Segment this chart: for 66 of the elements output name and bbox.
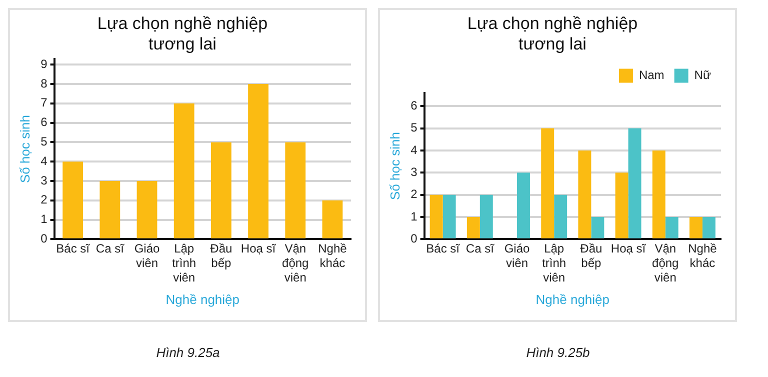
bar bbox=[210, 142, 232, 238]
bar bbox=[591, 217, 604, 238]
x-tick-label: Hoạ sĩ bbox=[240, 242, 276, 256]
x-tick-label: Ca sĩ bbox=[466, 242, 495, 256]
bar bbox=[517, 172, 530, 238]
x-axis-title: Nghề nghiệp bbox=[166, 292, 240, 307]
bar bbox=[702, 217, 716, 238]
bar bbox=[285, 142, 306, 238]
x-tick-label: Lập trình viên bbox=[542, 242, 566, 285]
y-tick-label: 3 bbox=[410, 164, 418, 179]
bar bbox=[430, 194, 443, 238]
legend-label: Nữ bbox=[694, 68, 712, 82]
x-tick-label: Ca sĩ bbox=[96, 242, 125, 256]
y-tick-label: 1 bbox=[40, 212, 48, 226]
bar bbox=[174, 103, 194, 238]
bar bbox=[615, 172, 628, 238]
text: Hình 9.25a bbox=[155, 345, 221, 360]
legend-label: Nam bbox=[638, 68, 664, 82]
x-tick-label: Giáo viên bbox=[134, 242, 160, 270]
x-tick-label: Nghề khác bbox=[318, 242, 348, 270]
x-tick-label: Vận động viên bbox=[652, 242, 679, 285]
x-tick-label: Vận động viên bbox=[282, 242, 309, 285]
x-tick-label: Hoạ sĩ bbox=[610, 242, 646, 256]
y-tick-label: 3 bbox=[40, 173, 48, 188]
y-tick-label: 2 bbox=[40, 192, 48, 207]
bar bbox=[442, 194, 456, 238]
x-tick-label: Nghề khác bbox=[688, 242, 718, 270]
y-tick-label: 7 bbox=[40, 96, 48, 110]
y-tick-label: 6 bbox=[410, 98, 418, 112]
y-tick-label: 5 bbox=[410, 120, 418, 135]
y-tick-label: 2 bbox=[410, 187, 418, 202]
bar bbox=[480, 194, 493, 238]
bar bbox=[554, 194, 568, 238]
x-tick-label: Giáo viên bbox=[504, 242, 530, 270]
x-tick-label: Bác sĩ bbox=[426, 242, 460, 256]
x-tick-label: Đầu bếp bbox=[210, 242, 232, 270]
y-axis-title: Số học sinh bbox=[387, 132, 402, 200]
y-tick-label: 0 bbox=[40, 232, 48, 246]
y-tick-label: 4 bbox=[410, 142, 418, 157]
bar bbox=[652, 150, 666, 238]
y-tick-label: 5 bbox=[40, 134, 48, 149]
bar bbox=[100, 181, 120, 238]
y-tick-label: 9 bbox=[40, 56, 48, 71]
text: Hình 9.25b bbox=[525, 345, 591, 360]
chart-title: Lựa chọn nghề nghiệp tương lai bbox=[467, 14, 638, 54]
x-axis-title: Nghề nghiệp bbox=[536, 292, 610, 307]
x-tick-label: Bác sĩ bbox=[56, 242, 90, 256]
y-axis-title: Số học sinh bbox=[17, 115, 32, 183]
chart-title: Lựa chọn nghề nghiệp tương lai bbox=[97, 14, 268, 54]
bar bbox=[628, 128, 642, 238]
bar bbox=[665, 217, 678, 238]
y-tick-label: 0 bbox=[410, 232, 418, 246]
bar bbox=[578, 150, 592, 238]
bar bbox=[541, 128, 554, 238]
y-tick-label: 6 bbox=[40, 115, 48, 130]
x-tick-label: Đầu bếp bbox=[580, 242, 602, 270]
bar bbox=[322, 200, 343, 238]
y-tick-label: 1 bbox=[410, 209, 418, 224]
bar bbox=[136, 181, 158, 238]
x-tick-label: Lập trình viên bbox=[172, 242, 196, 285]
bar bbox=[689, 217, 702, 238]
y-tick-label: 4 bbox=[40, 154, 48, 168]
bar bbox=[248, 84, 268, 238]
bar bbox=[62, 162, 84, 238]
y-tick-label: 8 bbox=[40, 76, 48, 90]
bar bbox=[466, 217, 480, 238]
